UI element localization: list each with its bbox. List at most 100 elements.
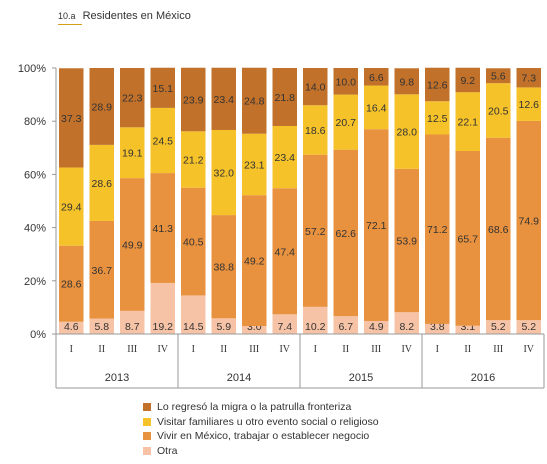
legend-item: Otra <box>143 444 379 459</box>
bar-segment <box>516 120 541 321</box>
data-label: 24.5 <box>153 135 174 147</box>
x-tick-label: I <box>70 344 73 355</box>
data-label: 3.8 <box>430 321 445 333</box>
chart-title: 10.a Residentes en México <box>58 10 191 22</box>
data-label: 5.2 <box>521 321 536 333</box>
data-label: 28.6 <box>92 178 113 190</box>
bar-segment <box>516 68 541 88</box>
data-label: 65.7 <box>458 233 479 245</box>
bar-segment <box>150 67 175 108</box>
bar-segment <box>272 314 297 334</box>
bar-segment <box>272 188 297 315</box>
legend-label: Visitar familiares u otro evento social … <box>157 415 379 428</box>
bar-segment <box>272 68 297 126</box>
data-label: 38.8 <box>214 262 235 274</box>
data-label: 23.1 <box>244 159 265 171</box>
bar-segment <box>333 94 358 150</box>
bar-segment <box>486 83 511 138</box>
legend-label: Lo regresó la migra o la patrulla fronte… <box>157 401 352 414</box>
y-tick-label: 80% <box>24 116 46 128</box>
bar-segment <box>181 187 206 296</box>
bar-segment <box>303 306 328 334</box>
bar-segment <box>242 195 267 327</box>
data-label: 19.2 <box>153 321 174 333</box>
y-tick-label: 20% <box>24 276 46 288</box>
group-label: 2016 <box>471 372 495 384</box>
group-label: 2015 <box>349 372 373 384</box>
data-label: 20.5 <box>488 105 509 117</box>
data-label: 49.9 <box>122 239 143 251</box>
data-label: 37.3 <box>61 113 82 125</box>
x-tick-label: I <box>314 344 317 355</box>
data-label: 22.1 <box>458 117 479 129</box>
bar-segment <box>120 310 145 334</box>
bar-segment <box>425 134 450 324</box>
bar-segment <box>89 318 114 334</box>
bar-segment <box>150 107 175 174</box>
bar-segment <box>211 129 236 216</box>
legend-swatch <box>143 432 151 441</box>
data-label: 24.8 <box>244 96 265 108</box>
data-label: 74.9 <box>519 216 540 228</box>
data-label: 5.6 <box>491 71 506 83</box>
data-label: 12.6 <box>427 79 448 91</box>
bar-segment <box>425 67 450 102</box>
bar-segment <box>394 312 419 334</box>
data-label: 29.4 <box>61 202 82 214</box>
data-label: 14.5 <box>183 321 204 333</box>
data-label: 41.3 <box>153 223 174 235</box>
bar-segment <box>181 295 206 334</box>
bar-segment <box>181 67 206 132</box>
legend-swatch <box>143 417 151 426</box>
bar-segment <box>455 325 480 334</box>
data-label: 28.0 <box>397 127 418 139</box>
data-label: 28.9 <box>92 101 113 113</box>
bar-segment <box>455 150 480 326</box>
bar-segment <box>242 67 267 134</box>
bar-segment <box>89 144 114 221</box>
x-tick-label: I <box>436 344 439 355</box>
bar-segment <box>181 131 206 188</box>
bar-segment <box>59 321 84 334</box>
data-label: 18.6 <box>305 125 326 137</box>
x-tick-label: III <box>249 344 259 355</box>
bar-segment <box>120 178 145 311</box>
bar-segment <box>211 67 236 130</box>
bar-segment <box>59 245 84 322</box>
data-label: 9.2 <box>460 75 475 87</box>
data-label: 10.0 <box>336 76 357 88</box>
y-tick-label: 40% <box>24 223 46 235</box>
legend-item: Visitar familiares u otro evento social … <box>143 415 379 430</box>
data-label: 32.0 <box>214 168 235 180</box>
y-tick-label: 100% <box>18 63 46 75</box>
bar-segment <box>364 129 389 321</box>
bar-segment <box>303 154 328 307</box>
bar-segment <box>120 68 145 128</box>
bar-segment <box>59 68 84 168</box>
x-tick-label: IV <box>523 344 534 355</box>
data-label: 36.7 <box>92 265 113 277</box>
data-label: 6.6 <box>369 72 384 84</box>
x-tick-label: IV <box>157 344 168 355</box>
chart-number: 10.a <box>58 11 76 21</box>
bar-segment <box>394 168 419 313</box>
bar-segment <box>516 320 541 334</box>
bar-segment <box>486 320 511 334</box>
bar-segment <box>333 316 358 334</box>
legend: Lo regresó la migra o la patrulla fronte… <box>143 400 379 458</box>
bar-segment <box>455 67 480 93</box>
bar-segment <box>150 282 175 334</box>
chart-title-text: Residentes en México <box>82 10 191 22</box>
data-label: 22.3 <box>122 93 143 105</box>
bar-segment <box>333 68 358 95</box>
data-label: 7.4 <box>277 321 292 333</box>
x-tick-label: I <box>192 344 195 355</box>
bar-segment <box>394 94 419 169</box>
data-label: 7.3 <box>521 73 536 85</box>
data-label: 71.2 <box>427 224 448 236</box>
bar-segment <box>211 215 236 319</box>
bar-segment <box>516 87 541 121</box>
x-tick-label: III <box>371 344 381 355</box>
bar-segment <box>394 68 419 95</box>
data-label: 23.4 <box>214 94 235 106</box>
